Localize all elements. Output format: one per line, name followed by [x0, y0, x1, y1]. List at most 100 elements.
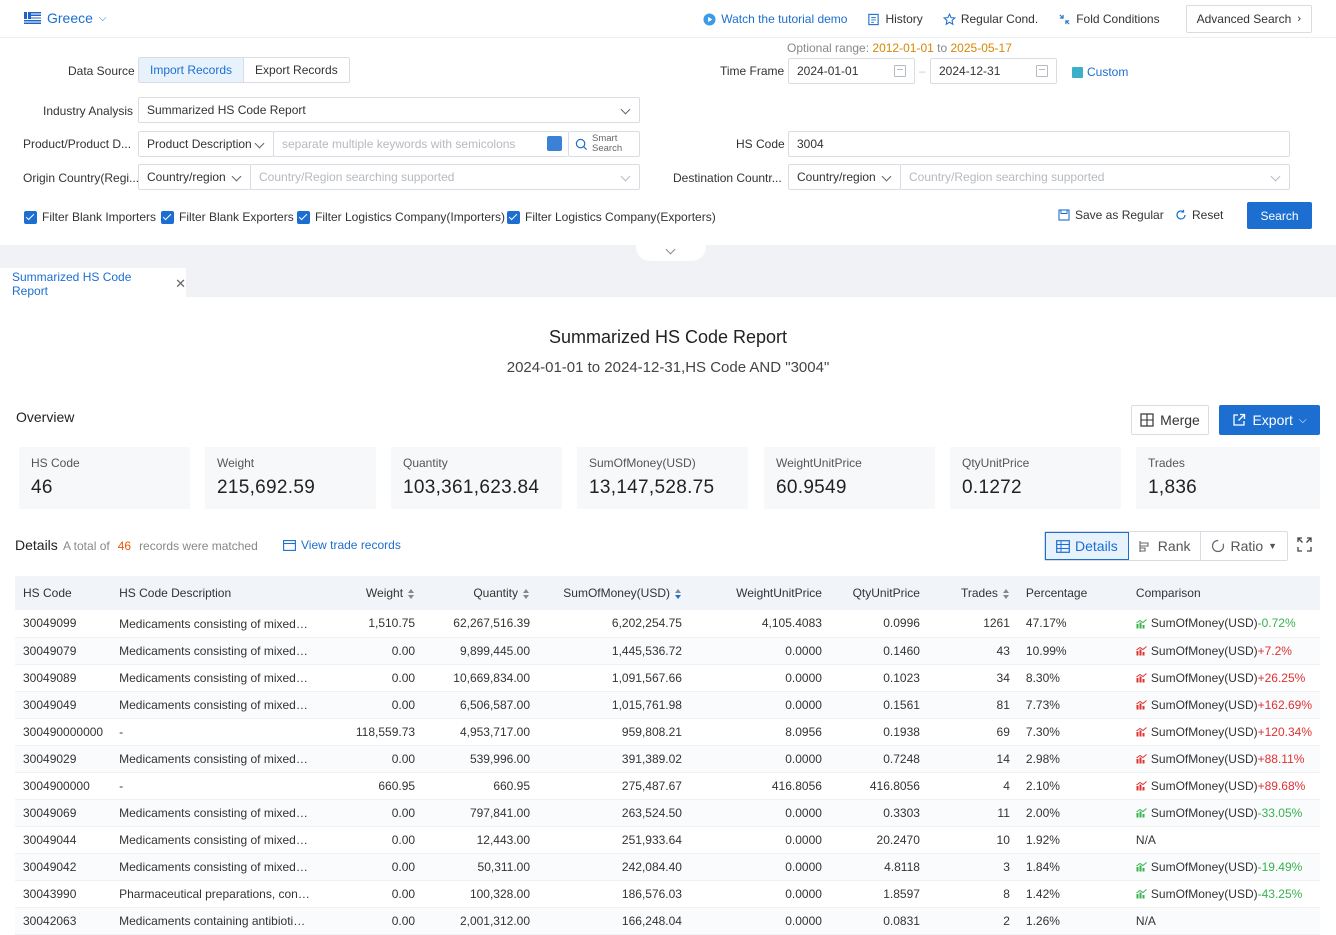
regular-cond-link[interactable]: Regular Cond. [933, 12, 1048, 26]
stat-sum-of-money: SumOfMoney(USD) 13,147,528.75 [577, 447, 748, 509]
filter-logistics-importers-checkbox[interactable]: Filter Logistics Company(Importers) [297, 210, 505, 224]
table-row[interactable]: 30049044 Medicaments consisting of mixed … [15, 826, 1320, 854]
tutorial-link[interactable]: Watch the tutorial demo [693, 12, 857, 26]
export-label: Export [1252, 412, 1293, 428]
trades-cell: 1261 [927, 610, 1018, 638]
description-text: Medicaments consisting of mixed or... [119, 805, 312, 820]
table-row[interactable]: 30049042 Medicaments consisting of mixed … [15, 853, 1320, 881]
collapse-toggle-icon[interactable] [636, 243, 706, 261]
comparison-label: SumOfMoney(USD) [1150, 751, 1258, 766]
fullscreen-icon[interactable] [1297, 537, 1312, 552]
smart-search-button[interactable]: Smart Search [568, 131, 640, 157]
comparison-change: -0.72% [1257, 616, 1296, 631]
export-button[interactable]: Export ⌵ [1219, 405, 1320, 435]
qty-unit-price-cell: 4.8118 [829, 853, 928, 881]
percentage-cell: 47.17% [1017, 610, 1128, 638]
industry-analysis-select[interactable]: Summarized HS Code Report [138, 97, 640, 123]
col-hs-code: HS Code [23, 586, 72, 600]
trades-cell: 10 [927, 826, 1018, 854]
tab-summarized-hs-code-report[interactable]: Summarized HS Code Report ✕ [0, 268, 186, 298]
optional-range: Optional range: 2012-01-01 to 2025-05-17 [787, 41, 1012, 55]
table-row[interactable]: 30049099 Medicaments consisting of mixed … [15, 610, 1320, 638]
table-row[interactable]: 30042063 Medicaments containing antibioti… [15, 907, 1320, 935]
table-row[interactable]: 300490000000- 118,559.73 4,953,717.00 959,8… [15, 718, 1320, 746]
hs-code-cell: 30049042 [15, 853, 112, 881]
sort-icon[interactable] [523, 588, 530, 599]
origin-country-input[interactable]: Country/Region searching supported [250, 164, 640, 190]
qty-unit-price-cell: 0.1460 [829, 637, 928, 665]
date-from-input[interactable]: 2024-01-01 [788, 58, 915, 84]
weight-cell: 1,510.75 [321, 610, 424, 638]
table-row[interactable]: 30043990 Pharmaceutical preparations, con… [15, 880, 1320, 908]
quantity-cell: 539,996.00 [423, 745, 539, 773]
overview-title: Overview [16, 409, 75, 425]
filter-label: Filter Logistics Company(Importers) [315, 210, 506, 224]
stat-weight: Weight 215,692.59 [205, 447, 376, 509]
destination-country-input[interactable]: Country/Region searching supported [900, 164, 1290, 190]
origin-type-select[interactable]: Country/region [138, 164, 251, 190]
star-icon [942, 12, 956, 25]
tab-ratio[interactable]: Ratio ▼ [1201, 532, 1287, 560]
table-row[interactable]: 30049079 Medicaments consisting of mixed … [15, 637, 1320, 665]
origin-country-label: Origin Country(Regi... [23, 171, 140, 185]
col-trades[interactable]: Trades [928, 576, 1018, 610]
trades-cell: 3 [927, 853, 1018, 881]
checkbox-checked-icon [24, 210, 37, 224]
stat-hs-code: HS Code 46 [19, 447, 190, 509]
product-keyword-input[interactable]: separate multiple keywords with semicolo… [273, 131, 568, 157]
chevron-down-icon [254, 138, 265, 149]
tab-rank[interactable]: Rank [1129, 532, 1202, 560]
greece-flag-icon [24, 12, 41, 24]
quantity-cell: 660.95 [423, 772, 539, 800]
hs-code-input[interactable]: 3004 [788, 131, 1290, 157]
advanced-search-button[interactable]: Advanced Search › [1185, 5, 1312, 33]
view-trade-records-link[interactable]: View trade records [283, 538, 401, 552]
col-quantity[interactable]: Quantity [423, 576, 538, 610]
history-link[interactable]: History [857, 12, 932, 26]
close-icon[interactable]: ✕ [175, 276, 186, 291]
table-row[interactable]: 3004900000-660.95 660.95 275,487.67 416.805… [15, 772, 1320, 800]
table-row[interactable]: 30049029 Medicaments consisting of mixed … [15, 745, 1320, 773]
stat-value: 46 [31, 477, 53, 498]
trades-cell: 34 [927, 664, 1018, 692]
percentage-cell: 1.92% [1017, 826, 1128, 854]
quantity-cell: 62,267,516.39 [423, 610, 539, 638]
table-row[interactable]: 30049049 Medicaments consisting of mixed … [15, 691, 1320, 719]
save-as-regular-button[interactable]: Save as Regular [1058, 208, 1164, 222]
reset-button[interactable]: Reset [1175, 208, 1223, 222]
sort-icon[interactable] [674, 588, 682, 599]
sum-of-money-cell: 959,808.21 [538, 718, 690, 746]
filter-blank-exporters-checkbox[interactable]: Filter Blank Exporters [161, 210, 294, 224]
image-search-icon[interactable] [547, 136, 562, 151]
stat-label: HS Code [31, 456, 80, 470]
product-label: Product/Product D... [23, 137, 132, 151]
export-records-option[interactable]: Export Records [255, 63, 338, 77]
qty-unit-price-cell: 0.0996 [829, 610, 928, 638]
destination-type-select[interactable]: Country/region [788, 164, 901, 190]
col-sum-of-money[interactable]: SumOfMoney(USD) [538, 576, 690, 610]
table-row[interactable]: 30049069 Medicaments consisting of mixed … [15, 799, 1320, 827]
product-type-select[interactable]: Product Description [138, 131, 274, 157]
hs-code-value: 3004 [797, 137, 824, 151]
country-selector[interactable]: Greece ⌵ [24, 10, 107, 26]
destination-type-value: Country/region [797, 170, 876, 184]
fold-conditions-link[interactable]: Fold Conditions [1048, 12, 1169, 26]
stat-label: Weight [217, 456, 255, 470]
trades-cell: 8 [927, 880, 1018, 908]
weight-unit-price-cell: 0.0000 [689, 880, 830, 908]
sort-icon[interactable] [1002, 588, 1010, 599]
table-row[interactable]: 30049089 Medicaments consisting of mixed … [15, 664, 1320, 692]
col-weight[interactable]: Weight [321, 576, 423, 610]
import-records-option[interactable]: Import Records [139, 58, 245, 82]
custom-date-button[interactable]: Custom [1072, 65, 1128, 79]
tab-details[interactable]: Details [1045, 532, 1129, 560]
filter-logistics-exporters-checkbox[interactable]: Filter Logistics Company(Exporters) [507, 210, 716, 224]
filter-blank-importers-checkbox[interactable]: Filter Blank Importers [24, 210, 156, 224]
merge-button[interactable]: Merge [1131, 405, 1209, 435]
destination-country-placeholder: Country/Region searching supported [909, 170, 1105, 184]
date-to-input[interactable]: 2024-12-31 [930, 58, 1057, 84]
search-button[interactable]: Search [1247, 202, 1312, 229]
stat-qty-unit-price: QtyUnitPrice 0.1272 [950, 447, 1121, 509]
product-type-value: Product Description [147, 137, 252, 151]
sort-icon[interactable] [408, 588, 415, 599]
